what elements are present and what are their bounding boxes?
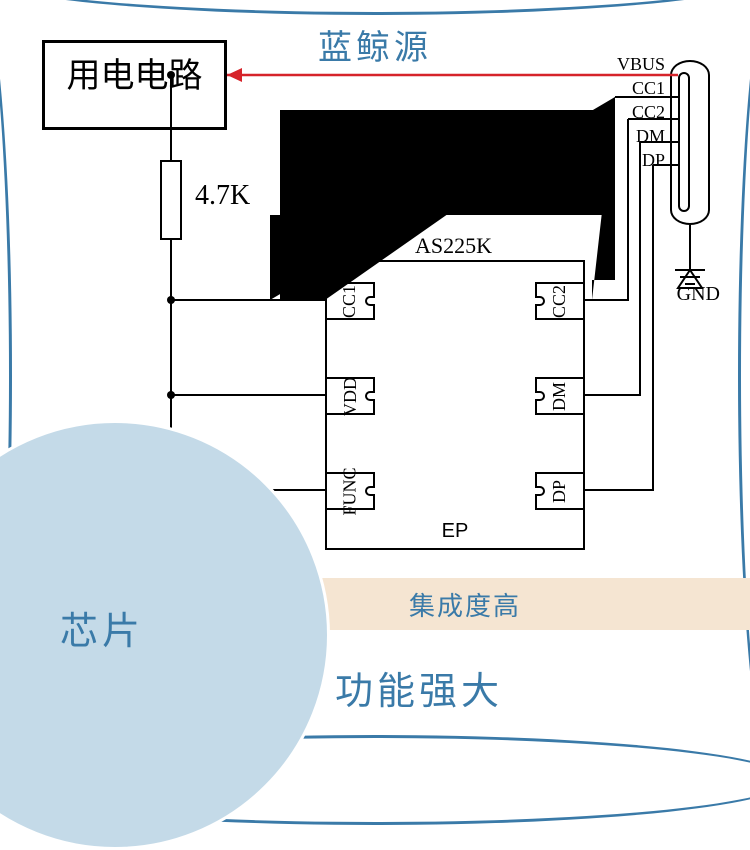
signal-dm: DM <box>617 127 665 151</box>
chip-body: CC1 VDD FUNC CC2 DM DP <box>325 260 585 550</box>
chip-pin-cc2: CC2 <box>535 282 585 320</box>
chip-pin-dm: DM <box>535 377 585 415</box>
chip-name-label: AS225K <box>415 233 492 259</box>
resistor-body <box>160 160 182 240</box>
chip-pin-cc1: CC1 <box>325 282 375 320</box>
chip-pin-dp: DP <box>535 472 585 510</box>
load-circuit-box: 用电电路 <box>42 40 227 130</box>
circle-text: 芯片 <box>60 600 144 655</box>
signal-cc1: CC1 <box>617 79 665 103</box>
chip-pin-vdd: VDD <box>325 377 375 415</box>
gnd-label: GND <box>677 283 720 306</box>
connector-signal-labels: VBUS CC1 CC2 DM DP <box>617 55 665 175</box>
header-title: 蓝鲸源 <box>318 20 432 69</box>
banner-text: 集成度高 <box>409 586 521 623</box>
footer-text: 功能强大 <box>335 660 503 715</box>
frame-border-right <box>738 0 750 790</box>
chip-ep-label: EP <box>442 520 469 543</box>
chip-pin-func: FUNC <box>325 472 375 510</box>
load-circuit-label: 用电电路 <box>67 48 203 97</box>
usb-connector <box>670 60 710 225</box>
resistor-label: 4.7K <box>195 180 250 212</box>
frame-border-top <box>0 0 750 15</box>
signal-vbus: VBUS <box>617 55 665 79</box>
signal-dp: DP <box>617 151 665 175</box>
signal-cc2: CC2 <box>617 103 665 127</box>
